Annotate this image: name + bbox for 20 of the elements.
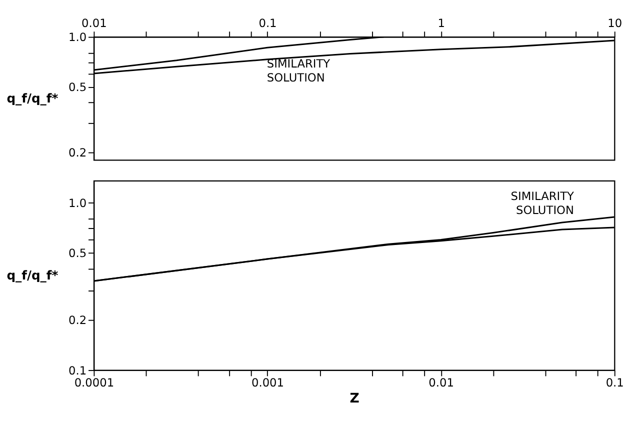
y-tick-label: 0.2 xyxy=(68,312,87,327)
x-tick-label: 0.01 xyxy=(82,16,107,30)
y-axis-title: q_f/q_f* xyxy=(6,268,59,283)
y-tick-label: 0.5 xyxy=(68,80,87,94)
x-tick-label: 0.1 xyxy=(606,376,624,390)
y-tick-label: 1.0 xyxy=(68,196,87,210)
y-tick-label: 1.0 xyxy=(68,30,87,44)
x-tick-label: 1 xyxy=(438,16,445,30)
x-tick-label: 0.001 xyxy=(251,376,284,390)
x-tick-label: 10 xyxy=(608,16,622,30)
y-axis-title: q_f/q_f* xyxy=(6,92,59,106)
x-tick-label: 0.1 xyxy=(258,16,277,30)
y-tick-label: 0.2 xyxy=(68,146,87,160)
x-axis-title: Z xyxy=(350,392,360,407)
annotation: SIMILARITY SOLUTION xyxy=(266,56,330,85)
annotation: SIMILARITY SOLUTION xyxy=(510,188,574,217)
x-tick-label: 0.01 xyxy=(428,376,454,390)
x-tick-label: 0.0001 xyxy=(74,376,114,390)
y-tick-label: 0.5 xyxy=(68,246,87,260)
y-tick-label: 0.1 xyxy=(68,363,87,378)
